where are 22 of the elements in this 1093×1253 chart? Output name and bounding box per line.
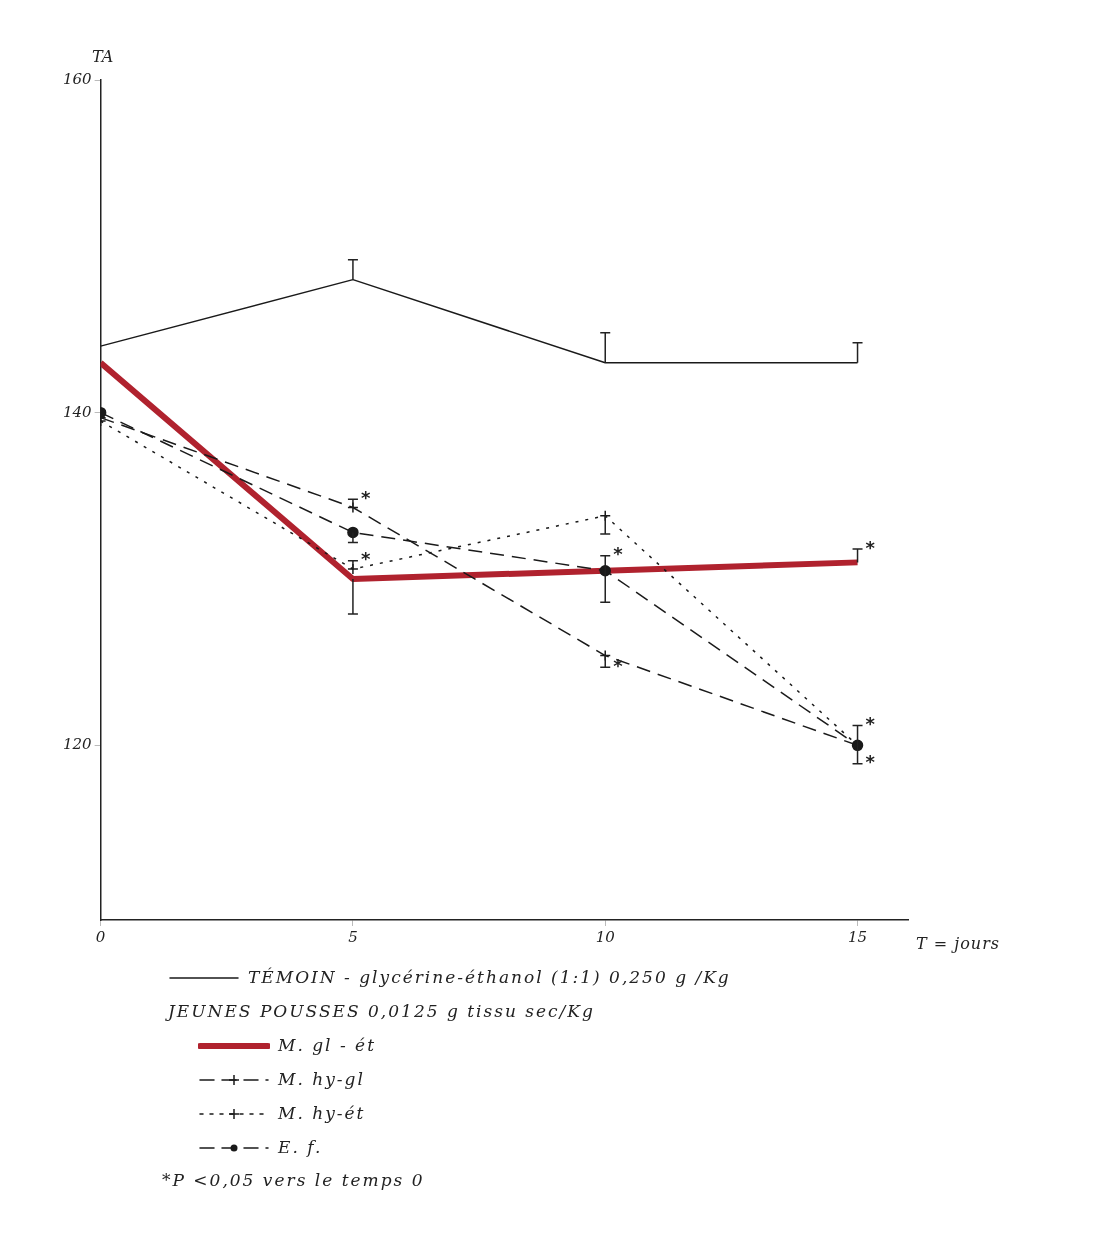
annotation: * <box>613 543 624 565</box>
x-axis-title: T = jours <box>916 934 1001 954</box>
text: *P <0,05 vers le temps 0 <box>162 1170 425 1190</box>
y-axis-title: TA <box>91 47 114 67</box>
annotation: * <box>613 654 624 676</box>
x-tick-label: 10 <box>595 927 616 946</box>
y-tick-label: 140 <box>62 402 93 421</box>
legend-label: M. hy-ét <box>278 1103 366 1123</box>
y-tick-label: 120 <box>62 735 93 754</box>
x-tick-label: 5 <box>348 927 358 946</box>
annotation: * <box>865 713 876 735</box>
x-tick-label: 15 <box>847 927 868 946</box>
legend-label: M. gl - ét <box>278 1035 376 1055</box>
annotation: * <box>865 536 876 558</box>
annotation: * <box>360 548 371 570</box>
legend-label: E. f. <box>278 1137 323 1157</box>
y-tick-label: 160 <box>62 69 93 88</box>
x-tick-label: 0 <box>95 927 106 946</box>
annotation: * <box>360 486 371 508</box>
legend-label: M. hy-gl <box>278 1069 365 1089</box>
legend-label: TÉMOIN - glycérine-éthanol (1:1) 0,250 g /Kg <box>248 967 731 987</box>
annotation: * <box>865 751 876 773</box>
